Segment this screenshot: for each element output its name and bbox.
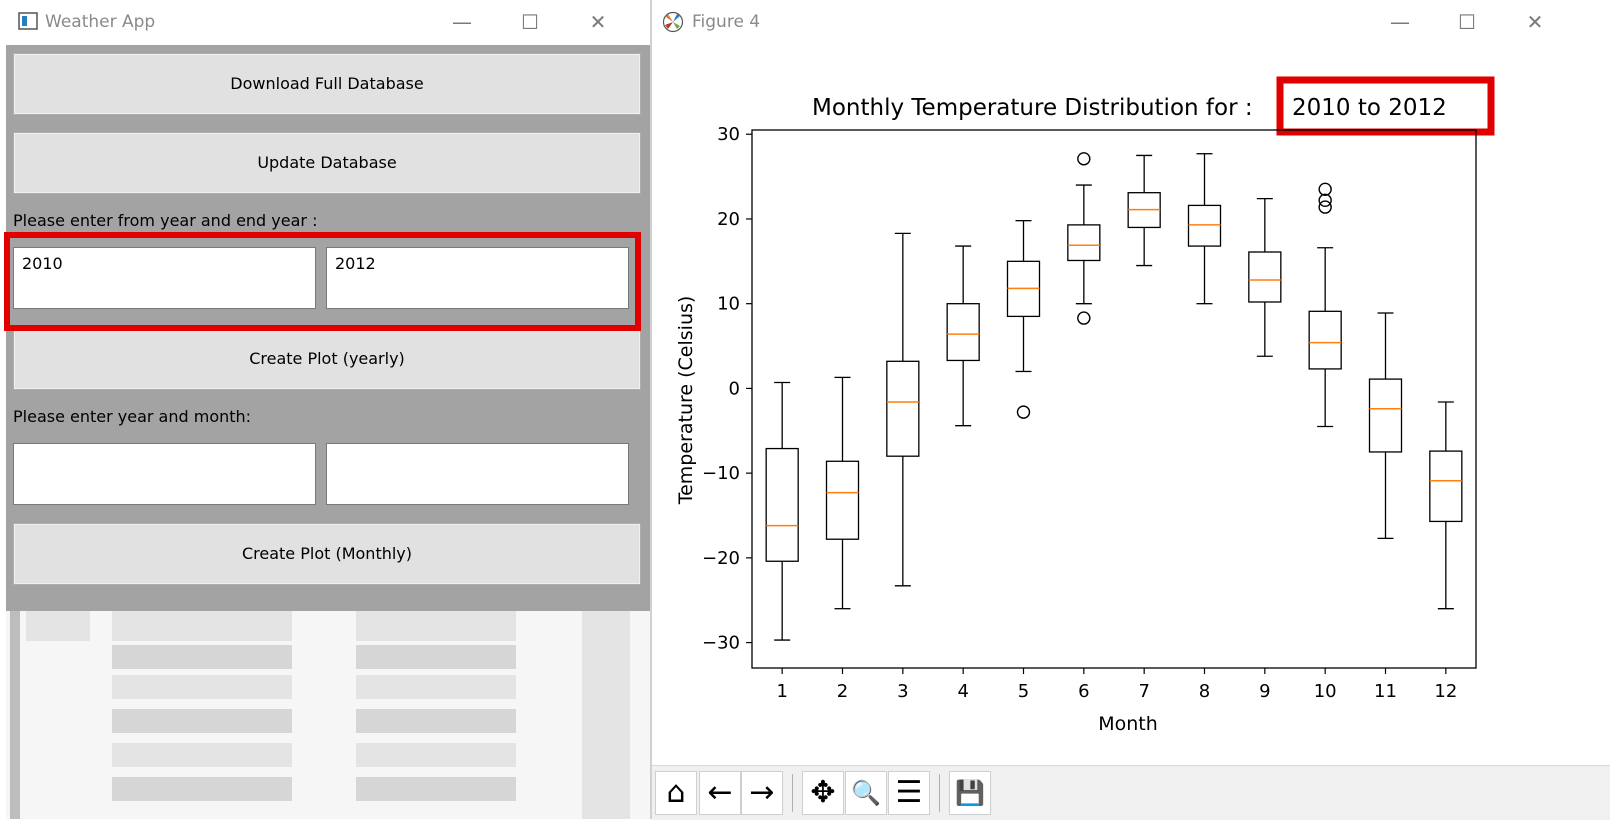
save-button[interactable]: 💾 — [949, 771, 991, 815]
box-month-8 — [1187, 153, 1222, 305]
back-arrow-icon: ← — [707, 775, 733, 810]
y-axis-label: Temperature (Celsius) — [675, 296, 697, 506]
x-axis-label: Month — [1098, 713, 1158, 735]
configure-subplots-button[interactable]: ☰ — [888, 771, 930, 815]
year-month-prompt: Please enter year and month: — [13, 407, 252, 426]
chart-title-range: 2010 to 2012 — [1292, 95, 1447, 121]
year-inputs-highlight — [4, 232, 641, 331]
figure-window: Figure 4 — ☐ ✕ Monthly Temperature Distr… — [650, 0, 1610, 820]
box-month-10 — [1308, 182, 1342, 428]
year-input[interactable] — [13, 443, 316, 505]
box-iqr — [825, 460, 860, 540]
save-icon: 💾 — [955, 779, 985, 807]
y-tick-label: 0 — [729, 378, 740, 399]
outlier-point — [1318, 182, 1332, 197]
minimize-icon[interactable]: — — [452, 10, 472, 34]
plot-canvas[interactable]: Monthly Temperature Distribution for : 2… — [652, 45, 1610, 765]
pan-icon: ✥ — [810, 775, 836, 810]
month-input[interactable] — [326, 443, 629, 505]
box-iqr — [946, 303, 980, 362]
minimize-icon[interactable]: — — [1390, 10, 1410, 34]
toolbar-separator — [792, 774, 793, 812]
outlier-point — [1077, 152, 1091, 166]
title-range-highlight — [1276, 76, 1495, 136]
box-month-6 — [1067, 152, 1101, 325]
y-tick-label: 30 — [717, 124, 740, 145]
y-tick-label: −10 — [702, 463, 740, 484]
download-database-button[interactable]: Download Full Database — [13, 53, 641, 115]
window-title: Weather App — [45, 12, 156, 32]
box-month-4 — [946, 245, 980, 427]
year-range-prompt: Please enter from year and end year : — [13, 211, 318, 230]
x-tick-label: 12 — [1434, 681, 1457, 702]
box-month-11 — [1368, 312, 1403, 540]
x-tick-label: 11 — [1374, 681, 1397, 702]
weather-app-body: Download Full Database Update Database P… — [6, 45, 650, 611]
x-tick-label: 1 — [776, 681, 787, 702]
maximize-icon[interactable]: ☐ — [1458, 10, 1476, 34]
matplotlib-icon — [662, 11, 684, 33]
figure-toolbar: ⌂ ← → ✥ 🔍 ☰ 💾 — [652, 765, 1610, 820]
create-plot-monthly-button[interactable]: Create Plot (Monthly) — [13, 523, 641, 585]
y-tick-label: 20 — [717, 209, 740, 230]
create-plot-yearly-button[interactable]: Create Plot (yearly) — [13, 328, 641, 390]
from-year-input[interactable]: 2010 — [13, 247, 316, 309]
box-iqr — [1187, 204, 1222, 247]
box-month-5 — [1006, 220, 1041, 419]
y-tick-label: −20 — [702, 548, 740, 569]
x-tick-label: 4 — [957, 681, 968, 702]
update-database-button[interactable]: Update Database — [13, 132, 641, 194]
box-iqr — [765, 447, 799, 562]
y-tick-label: 10 — [717, 294, 740, 315]
box-month-1 — [765, 381, 799, 641]
boxplot-chart: Monthly Temperature Distribution for : 2… — [675, 76, 1495, 735]
home-icon: ⌂ — [666, 775, 686, 810]
figure-titlebar[interactable]: Figure 4 — ☐ ✕ — [652, 0, 1610, 44]
weather-app-window: Weather App — ☐ ✕ Download Full Database… — [0, 0, 650, 819]
x-tick-label: 3 — [897, 681, 908, 702]
pan-button[interactable]: ✥ — [802, 771, 844, 815]
x-tick-label: 8 — [1199, 681, 1210, 702]
box-month-12 — [1429, 401, 1463, 610]
zoom-icon: 🔍 — [851, 779, 881, 807]
box-month-2 — [825, 376, 860, 610]
app-icon — [18, 12, 38, 30]
forward-arrow-icon: → — [749, 775, 775, 810]
x-tick-label: 2 — [837, 681, 848, 702]
close-icon[interactable]: ✕ — [589, 10, 607, 34]
sliders-icon: ☰ — [895, 775, 923, 810]
maximize-icon[interactable]: ☐ — [521, 10, 539, 34]
chart-title-prefix: Monthly Temperature Distribution for : — [812, 95, 1253, 121]
outlier-point — [1077, 311, 1091, 325]
figure-title: Figure 4 — [692, 12, 761, 32]
weather-app-titlebar[interactable]: Weather App — ☐ ✕ — [0, 0, 650, 44]
x-tick-label: 10 — [1314, 681, 1337, 702]
back-button[interactable]: ← — [699, 771, 741, 815]
zoom-button[interactable]: 🔍 — [845, 771, 887, 815]
box-month-3 — [886, 232, 920, 587]
x-tick-label: 9 — [1259, 681, 1270, 702]
box-iqr — [1429, 450, 1463, 523]
toolbar-separator — [939, 774, 940, 812]
x-tick-label: 7 — [1138, 681, 1149, 702]
box-month-9 — [1248, 197, 1282, 357]
box-month-7 — [1127, 154, 1161, 267]
end-year-input[interactable]: 2012 — [326, 247, 629, 309]
box-iqr — [1067, 224, 1101, 262]
axes-frame — [751, 129, 1477, 669]
x-tick-label: 6 — [1078, 681, 1089, 702]
close-icon[interactable]: ✕ — [1526, 10, 1544, 34]
home-button[interactable]: ⌂ — [655, 771, 697, 815]
box-iqr — [1368, 378, 1403, 453]
box-iqr — [1308, 310, 1342, 370]
box-iqr — [1248, 251, 1282, 303]
outlier-point — [1318, 200, 1332, 214]
x-tick-label: 5 — [1018, 681, 1029, 702]
blurred-background — [6, 611, 650, 819]
box-iqr — [886, 360, 920, 457]
outlier-point — [1318, 193, 1332, 208]
forward-button[interactable]: → — [741, 771, 783, 815]
y-tick-label: −30 — [702, 633, 740, 654]
outlier-point — [1016, 405, 1031, 419]
